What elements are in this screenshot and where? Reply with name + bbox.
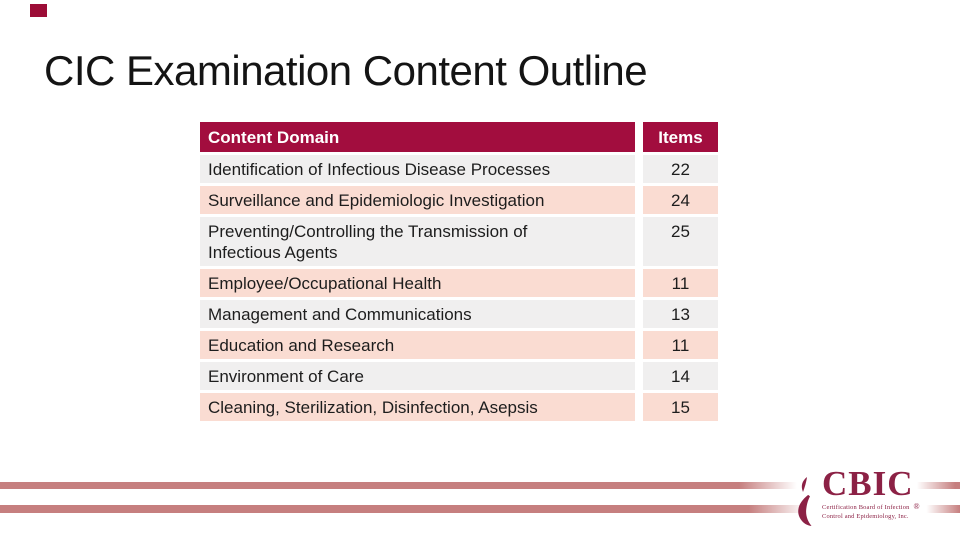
table-row: Employee/Occupational Health 11 <box>200 269 718 297</box>
domain-cell: Environment of Care <box>200 362 635 390</box>
domain-cell: Cleaning, Sterilization, Disinfection, A… <box>200 393 635 421</box>
items-cell: 11 <box>643 331 718 359</box>
cbic-tagline-line1: Certification Board of Infection <box>822 504 910 511</box>
registered-trademark-mark: ® <box>913 502 920 511</box>
column-header-content-domain: Content Domain <box>200 122 635 152</box>
items-cell: 22 <box>643 155 718 183</box>
table-row: Education and Research 11 <box>200 331 718 359</box>
domain-cell: Management and Communications <box>200 300 635 328</box>
cbic-logo: CBIC® Certification Board of Infection C… <box>794 466 920 526</box>
table-header-row: Content Domain Items <box>200 122 718 152</box>
table-row: Identification of Infectious Disease Pro… <box>200 155 718 183</box>
decor-stripe-bottom <box>0 505 960 513</box>
items-cell: 15 <box>643 393 718 421</box>
items-cell: 13 <box>643 300 718 328</box>
page-title: CIC Examination Content Outline <box>44 47 648 94</box>
items-cell: 14 <box>643 362 718 390</box>
table-row: Environment of Care 14 <box>200 362 718 390</box>
cbic-tagline: Certification Board of Infection Control… <box>822 504 914 522</box>
cbic-tagline-line2: Control and Epidemiology, Inc. <box>822 512 909 520</box>
decor-stripe-top <box>0 482 960 489</box>
cbic-wordmark: CBIC <box>822 464 914 503</box>
content-outline-table: Content Domain Items Identification of I… <box>200 122 718 424</box>
accent-square <box>30 4 47 17</box>
cbic-flame-icon <box>798 477 812 526</box>
domain-cell: Employee/Occupational Health <box>200 269 635 297</box>
items-cell: 24 <box>643 186 718 214</box>
table-row: Surveillance and Epidemiologic Investiga… <box>200 186 718 214</box>
table-row: Management and Communications 13 <box>200 300 718 328</box>
table-row: Cleaning, Sterilization, Disinfection, A… <box>200 393 718 421</box>
items-cell: 25 <box>643 217 718 266</box>
domain-cell: Identification of Infectious Disease Pro… <box>200 155 635 183</box>
domain-cell: Surveillance and Epidemiologic Investiga… <box>200 186 635 214</box>
column-header-items: Items <box>643 122 718 152</box>
cbic-logo-text-block: CBIC® Certification Board of Infection C… <box>822 466 920 522</box>
items-cell: 11 <box>643 269 718 297</box>
domain-cell: Education and Research <box>200 331 635 359</box>
table-row: Preventing/Controlling the Transmission … <box>200 217 718 266</box>
domain-cell: Preventing/Controlling the Transmission … <box>200 217 635 266</box>
